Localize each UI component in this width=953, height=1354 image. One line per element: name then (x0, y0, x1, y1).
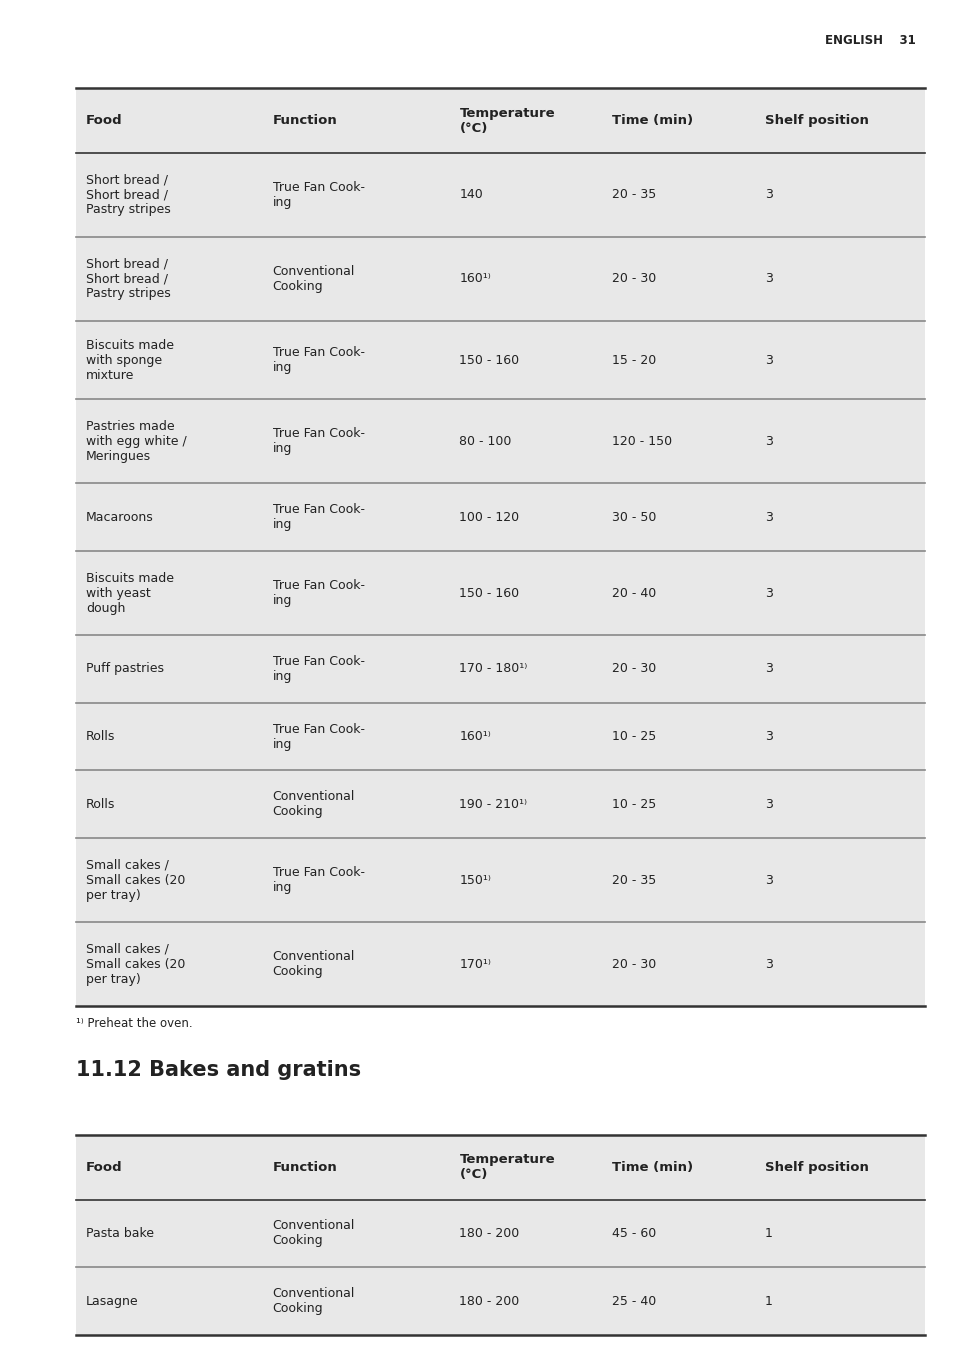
Text: 170¹⁾: 170¹⁾ (459, 957, 491, 971)
Text: 20 - 30: 20 - 30 (612, 957, 656, 971)
Text: Temperature
(°C): Temperature (°C) (459, 1154, 555, 1181)
Text: Puff pastries: Puff pastries (86, 662, 164, 676)
Text: Conventional
Cooking: Conventional Cooking (273, 791, 355, 818)
Text: 20 - 30: 20 - 30 (612, 272, 656, 286)
FancyBboxPatch shape (76, 1135, 924, 1200)
Text: Shelf position: Shelf position (764, 1160, 868, 1174)
Text: Function: Function (273, 1160, 337, 1174)
Text: Short bread /
Short bread /
Pastry stripes: Short bread / Short bread / Pastry strip… (86, 257, 171, 301)
Text: True Fan Cook-
ing: True Fan Cook- ing (273, 181, 364, 209)
FancyBboxPatch shape (76, 483, 924, 551)
Text: ENGLISH    31: ENGLISH 31 (824, 34, 915, 47)
Text: 160¹⁾: 160¹⁾ (459, 272, 491, 286)
Text: 45 - 60: 45 - 60 (612, 1227, 656, 1240)
Text: Rolls: Rolls (86, 798, 115, 811)
Text: Rolls: Rolls (86, 730, 115, 743)
FancyBboxPatch shape (76, 635, 924, 703)
Text: 120 - 150: 120 - 150 (612, 435, 672, 448)
Text: 20 - 35: 20 - 35 (612, 188, 656, 202)
Text: 10 - 25: 10 - 25 (612, 730, 656, 743)
Text: Small cakes /
Small cakes (20
per tray): Small cakes / Small cakes (20 per tray) (86, 858, 185, 902)
Text: 3: 3 (764, 798, 772, 811)
FancyBboxPatch shape (76, 1200, 924, 1267)
FancyBboxPatch shape (76, 153, 924, 237)
Text: 15 - 20: 15 - 20 (612, 353, 656, 367)
Text: 25 - 40: 25 - 40 (612, 1294, 656, 1308)
Text: 3: 3 (764, 272, 772, 286)
Text: Macaroons: Macaroons (86, 510, 153, 524)
Text: Small cakes /
Small cakes (20
per tray): Small cakes / Small cakes (20 per tray) (86, 942, 185, 986)
Text: 10 - 25: 10 - 25 (612, 798, 656, 811)
Text: Conventional
Cooking: Conventional Cooking (273, 1220, 355, 1247)
Text: 140: 140 (459, 188, 482, 202)
Text: 3: 3 (764, 435, 772, 448)
Text: Food: Food (86, 1160, 122, 1174)
Text: Time (min): Time (min) (612, 1160, 693, 1174)
FancyBboxPatch shape (76, 321, 924, 399)
Text: 3: 3 (764, 586, 772, 600)
Text: Conventional
Cooking: Conventional Cooking (273, 265, 355, 292)
FancyBboxPatch shape (76, 922, 924, 1006)
Text: 180 - 200: 180 - 200 (459, 1227, 519, 1240)
Text: 150¹⁾: 150¹⁾ (459, 873, 491, 887)
FancyBboxPatch shape (76, 770, 924, 838)
Text: Temperature
(°C): Temperature (°C) (459, 107, 555, 134)
Text: 150 - 160: 150 - 160 (459, 586, 519, 600)
FancyBboxPatch shape (76, 237, 924, 321)
Text: Food: Food (86, 114, 122, 127)
FancyBboxPatch shape (76, 551, 924, 635)
Text: True Fan Cook-
ing: True Fan Cook- ing (273, 428, 364, 455)
Text: 3: 3 (764, 510, 772, 524)
Text: 1: 1 (764, 1227, 772, 1240)
Text: True Fan Cook-
ing: True Fan Cook- ing (273, 504, 364, 531)
Text: True Fan Cook-
ing: True Fan Cook- ing (273, 867, 364, 894)
FancyBboxPatch shape (76, 838, 924, 922)
Text: Conventional
Cooking: Conventional Cooking (273, 1288, 355, 1315)
Text: 180 - 200: 180 - 200 (459, 1294, 519, 1308)
FancyBboxPatch shape (76, 703, 924, 770)
Text: Shelf position: Shelf position (764, 114, 868, 127)
Text: Function: Function (273, 114, 337, 127)
Text: Lasagne: Lasagne (86, 1294, 138, 1308)
FancyBboxPatch shape (76, 1267, 924, 1335)
Text: 100 - 120: 100 - 120 (459, 510, 519, 524)
Text: 30 - 50: 30 - 50 (612, 510, 656, 524)
Text: 170 - 180¹⁾: 170 - 180¹⁾ (459, 662, 527, 676)
Text: 190 - 210¹⁾: 190 - 210¹⁾ (459, 798, 527, 811)
Text: 3: 3 (764, 730, 772, 743)
Text: Biscuits made
with sponge
mixture: Biscuits made with sponge mixture (86, 338, 173, 382)
Text: 11.12 Bakes and gratins: 11.12 Bakes and gratins (76, 1060, 361, 1080)
Text: 3: 3 (764, 873, 772, 887)
FancyBboxPatch shape (76, 399, 924, 483)
Text: 3: 3 (764, 662, 772, 676)
Text: Conventional
Cooking: Conventional Cooking (273, 951, 355, 978)
Text: 20 - 40: 20 - 40 (612, 586, 656, 600)
Text: Short bread /
Short bread /
Pastry stripes: Short bread / Short bread / Pastry strip… (86, 173, 171, 217)
Text: 3: 3 (764, 188, 772, 202)
FancyBboxPatch shape (76, 88, 924, 153)
Text: 3: 3 (764, 353, 772, 367)
Text: 150 - 160: 150 - 160 (459, 353, 519, 367)
Text: Pastries made
with egg white /
Meringues: Pastries made with egg white / Meringues (86, 420, 187, 463)
Text: 160¹⁾: 160¹⁾ (459, 730, 491, 743)
Text: ¹⁾ Preheat the oven.: ¹⁾ Preheat the oven. (76, 1017, 193, 1030)
Text: True Fan Cook-
ing: True Fan Cook- ing (273, 723, 364, 750)
Text: 1: 1 (764, 1294, 772, 1308)
Text: 20 - 30: 20 - 30 (612, 662, 656, 676)
Text: Biscuits made
with yeast
dough: Biscuits made with yeast dough (86, 571, 173, 615)
Text: Pasta bake: Pasta bake (86, 1227, 153, 1240)
Text: 20 - 35: 20 - 35 (612, 873, 656, 887)
Text: 3: 3 (764, 957, 772, 971)
Text: True Fan Cook-
ing: True Fan Cook- ing (273, 580, 364, 607)
Text: True Fan Cook-
ing: True Fan Cook- ing (273, 347, 364, 374)
Text: Time (min): Time (min) (612, 114, 693, 127)
Text: True Fan Cook-
ing: True Fan Cook- ing (273, 655, 364, 682)
Text: 80 - 100: 80 - 100 (459, 435, 512, 448)
